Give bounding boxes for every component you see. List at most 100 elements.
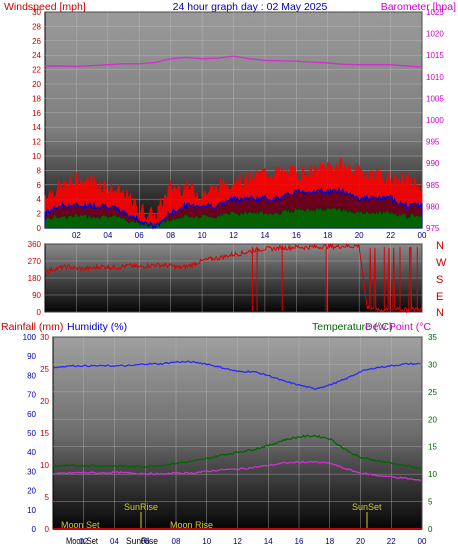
wind-direction-line [44, 242, 423, 314]
wind-y-tick: 20 [32, 80, 41, 89]
compass-n-top: N [436, 240, 444, 252]
wind-low-area [44, 206, 423, 229]
compass-labels: N W S E N [436, 240, 447, 319]
temperature-y-tick: 10 [428, 470, 437, 479]
wind-x-tick: 08 [166, 231, 175, 240]
wind-y-tick: 26 [32, 37, 41, 46]
humidity-y-tick: 10 [27, 506, 36, 515]
temp-x-tick: 20 [356, 537, 365, 546]
temp-x-tick: 10 [202, 537, 211, 546]
temperature-y-tick: 20 [428, 415, 437, 424]
direction-y-tick: 270 [28, 257, 42, 266]
moonset-axis-label: Moon Set [66, 536, 98, 546]
barometer-y-tick: 1020 [426, 30, 444, 39]
wind-y-tick: 24 [32, 51, 41, 60]
wind-y-tick: 22 [32, 66, 41, 75]
wind-x-tick: 00 [418, 231, 427, 240]
barometer-y-axis: 975 980 985 990 995 1000 1005 1010 1015 1020 1025 [426, 8, 444, 233]
temperature-y-tick: 0 [428, 525, 433, 534]
temp-x-tick: 14 [264, 537, 273, 546]
temperature-line [52, 434, 421, 470]
humidity-y-tick: 80 [27, 371, 36, 380]
direction-y-axis: 0 90 180 270 360 [28, 240, 42, 317]
wind-y-tick: 16 [32, 109, 41, 118]
wind-x-tick: 14 [260, 231, 269, 240]
rain-y-tick: 15 [40, 429, 49, 438]
wind-x-tick: 16 [292, 231, 301, 240]
humidity-y-tick: 40 [27, 448, 36, 457]
compass-w: W [436, 257, 447, 269]
barometer-y-tick: 985 [426, 181, 440, 190]
wind-y-tick: 8 [37, 166, 42, 175]
sunset-label: SunSet [352, 502, 382, 512]
humidity-y-tick: 70 [27, 391, 36, 400]
barometer-y-tick: 1015 [426, 51, 444, 60]
humidity-y-axis: 0 10 20 30 40 50 60 70 80 90 100 [23, 333, 37, 534]
wind-x-tick: 02 [72, 231, 81, 240]
temperature-y-tick: 15 [428, 443, 437, 452]
temp-plot [52, 360, 422, 530]
temperature-label: Temperature (°C) [312, 321, 393, 333]
barometer-y-tick: 1010 [426, 73, 444, 82]
temperature-y-tick: 25 [428, 388, 437, 397]
humidity-y-tick: 50 [27, 429, 36, 438]
temperature-y-axis: 0 5 10 15 20 25 30 35 [428, 333, 437, 534]
barometer-y-tick: 1025 [426, 8, 444, 17]
rain-y-tick: 25 [40, 365, 49, 374]
wind-x-tick: 04 [103, 231, 112, 240]
direction-y-tick: 180 [28, 274, 42, 283]
wind-x-tick: 10 [198, 231, 207, 240]
rain-y-tick: 10 [40, 461, 49, 470]
wind-y-tick: 30 [32, 8, 41, 17]
rain-y-tick: 5 [45, 493, 50, 502]
wind-y-tick: 12 [32, 138, 41, 147]
wind-x-tick: 12 [229, 231, 238, 240]
temp-x-tick: 16 [295, 537, 304, 546]
compass-s: S [436, 274, 443, 286]
direction-y-tick: 90 [32, 291, 41, 300]
windspeed-label: Windspeed [mph] [4, 1, 86, 13]
barometer-y-tick: 995 [426, 138, 440, 147]
rain-y-tick: 20 [40, 397, 49, 406]
temperature-y-tick: 30 [428, 360, 437, 369]
wind-y-tick: 4 [37, 195, 42, 204]
barometer-line [45, 55, 423, 68]
wind-x-tick: 18 [323, 231, 332, 240]
wind-y-tick: 28 [32, 22, 41, 31]
temperature-y-tick: 5 [428, 498, 433, 507]
wind-plot [44, 55, 423, 230]
direction-grid [45, 243, 423, 313]
barometer-y-tick: 990 [426, 159, 440, 168]
temperature-y-tick: 35 [428, 333, 437, 342]
wind-average-line [44, 186, 423, 230]
direction-plot [44, 242, 423, 314]
temp-x-tick: 04 [110, 537, 119, 546]
wind-y-tick: 10 [32, 152, 41, 161]
compass-e: E [436, 291, 443, 303]
temp-x-tick: 22 [387, 537, 396, 546]
temp-x-tick: 06 [141, 537, 150, 546]
humidity-line [52, 360, 421, 390]
direction-y-tick: 0 [37, 308, 42, 317]
barometer-y-tick: 975 [426, 224, 440, 233]
wind-x-tick: 06 [135, 231, 144, 240]
temp-x-tick: 12 [233, 537, 242, 546]
humidity-y-tick: 100 [23, 333, 37, 342]
dewpoint-line [52, 460, 421, 482]
event-axis-labels: Moon Set SunRise [66, 536, 158, 546]
barometer-y-tick: 1000 [426, 116, 444, 125]
humidity-label: Humidity (%) [67, 321, 127, 333]
wind-x-axis: 02 04 06 08 10 12 14 16 18 20 22 00 [72, 231, 427, 240]
barometer-y-tick: 980 [426, 202, 440, 211]
direction-y-tick: 360 [28, 240, 42, 249]
humidity-y-tick: 0 [32, 525, 37, 534]
temp-x-tick: 00 [418, 537, 427, 546]
wind-y-tick: 14 [32, 123, 41, 132]
wind-y-tick: 2 [37, 210, 42, 219]
moonrise-label: Moon Rise [170, 520, 213, 530]
sunrise-axis-label: SunRise [126, 536, 158, 546]
barometer-y-tick: 1005 [426, 94, 444, 103]
